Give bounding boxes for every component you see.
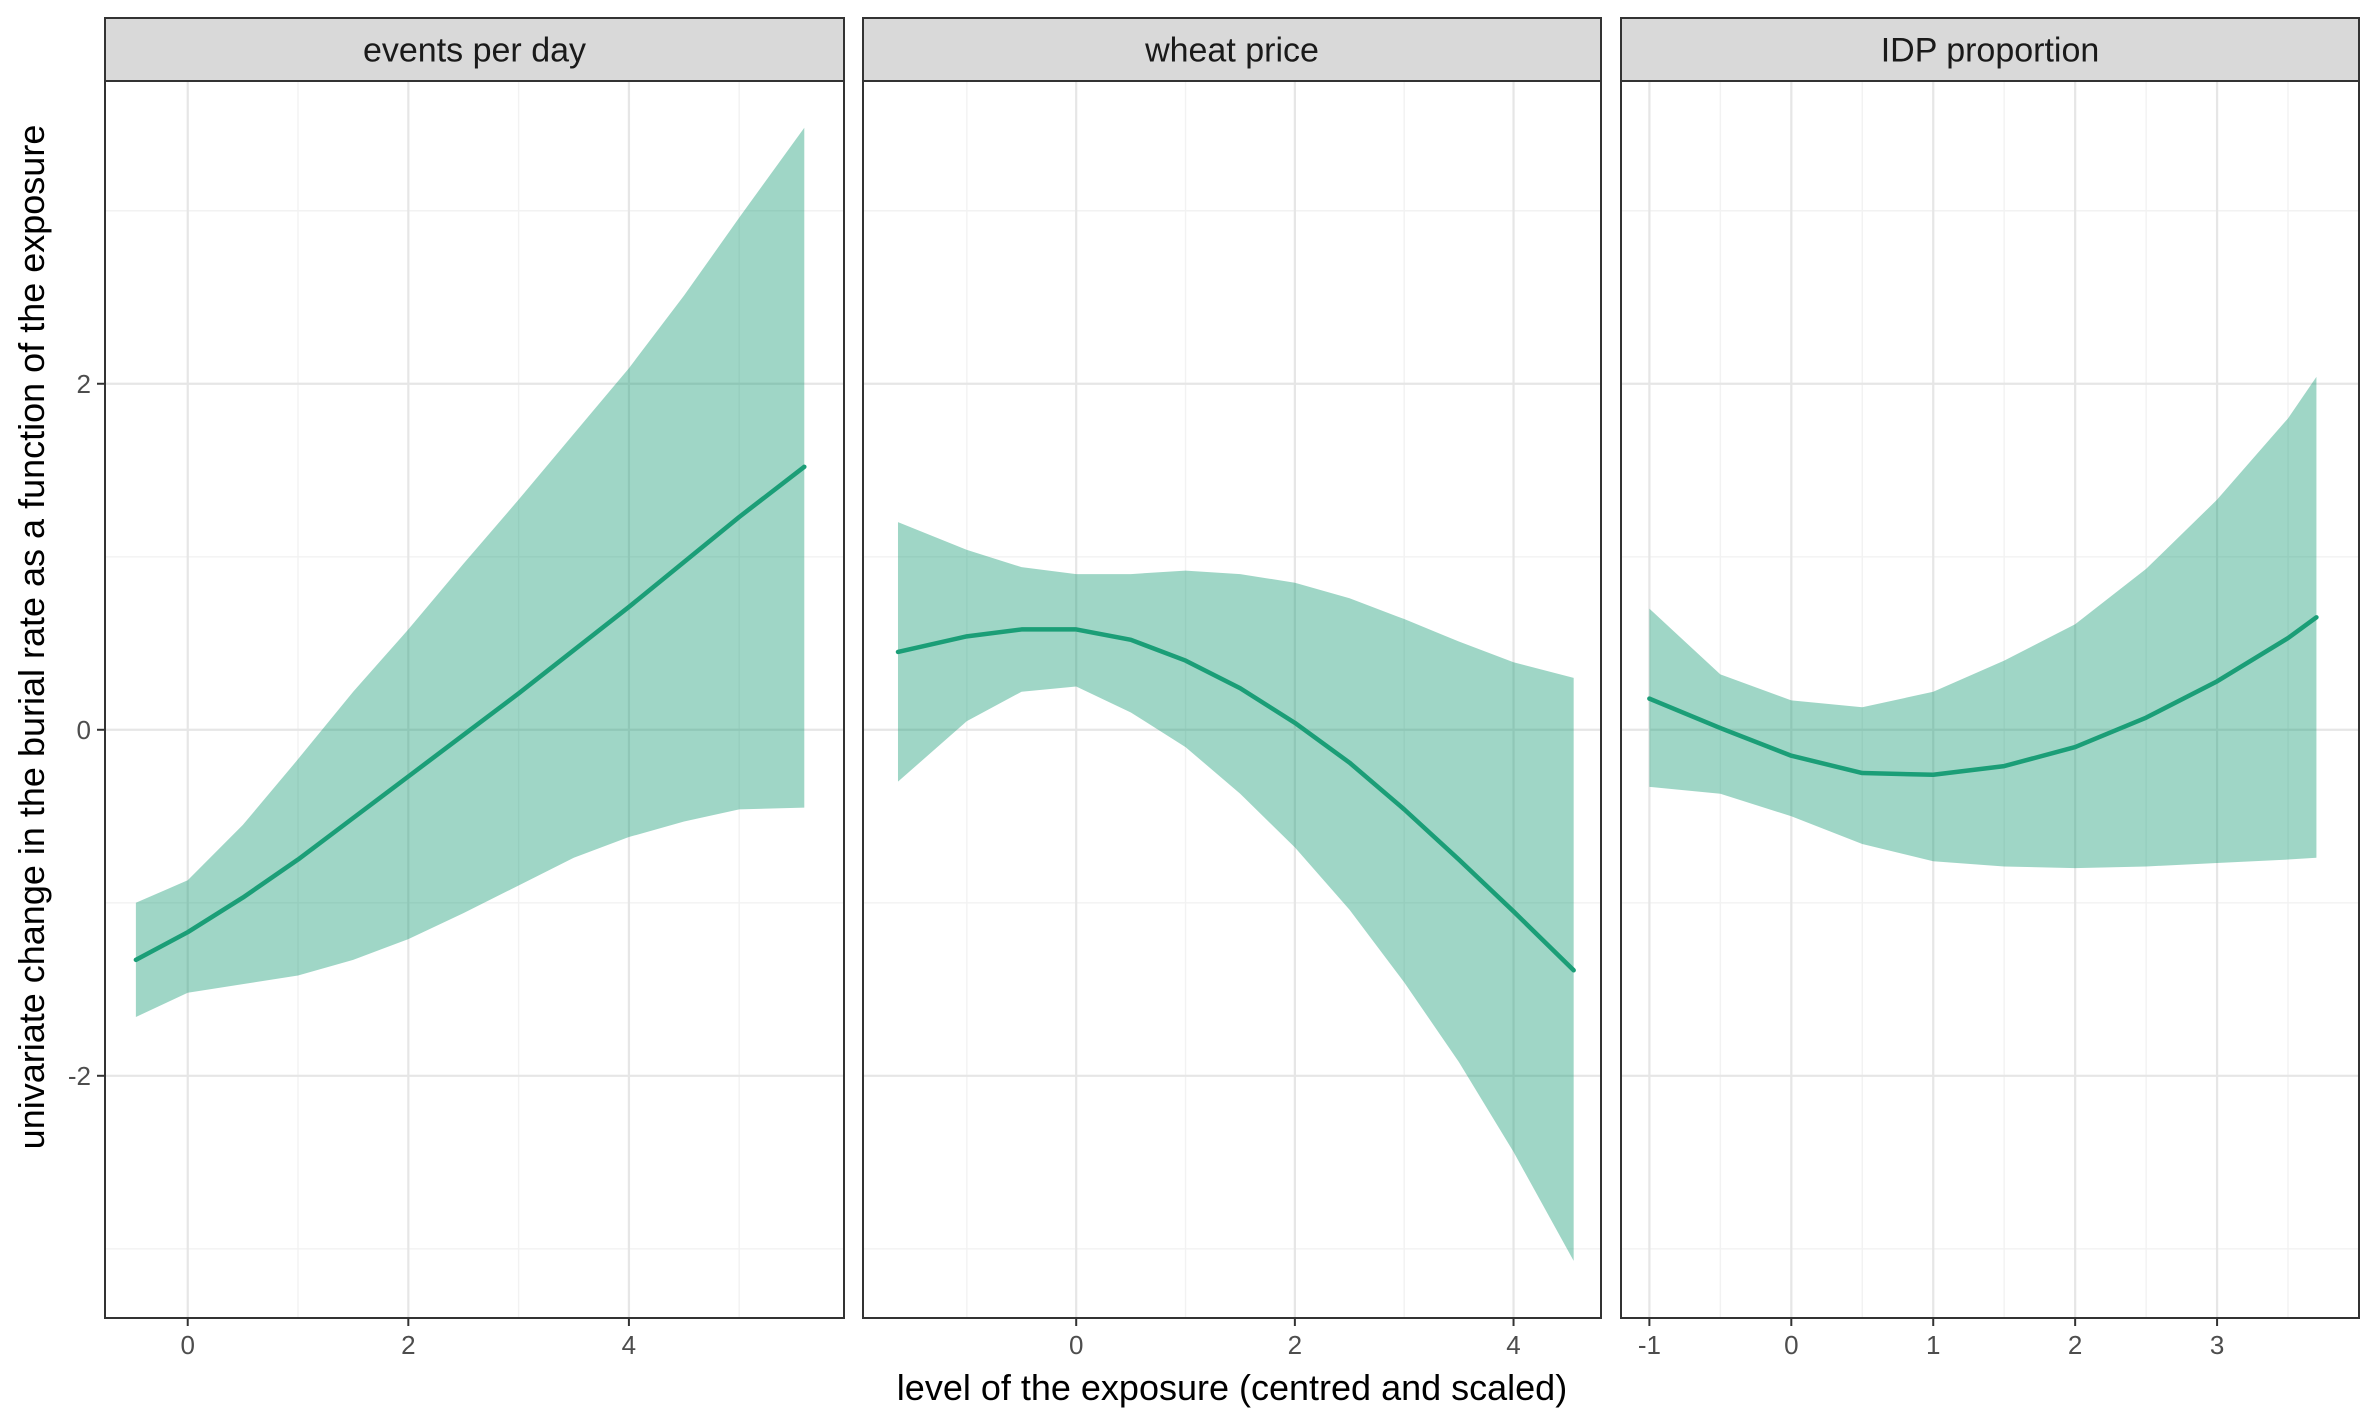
facet-title: wheat price [1144,32,1319,70]
facet-strip [862,17,1602,82]
facet-strip [1620,17,2360,82]
facet-title: events per day [363,32,586,70]
panel-background [863,81,1601,1318]
x-tick-label: 3 [2210,1330,2224,1360]
x-tick-label: 2 [401,1330,415,1360]
panel-border [1620,80,2360,1319]
facet-panel-1: events per day 0 2 4 -2 0 2 [68,17,845,1360]
y-tick-label: 2 [77,369,91,399]
fitted-line [895,627,1576,973]
x-axis-title: level of the exposure (centred and scale… [897,1367,1567,1408]
confidence-band [135,127,805,1017]
x-tick-label: 4 [1506,1330,1520,1360]
x-tick-label: 0 [180,1330,194,1360]
x-tick-label: 0 [1069,1330,1083,1360]
x-tick-label: 2 [1288,1330,1302,1360]
confidence-band [1649,376,2317,869]
x-tick-label: 1 [1926,1330,1940,1360]
x-tick-label: 0 [1784,1330,1798,1360]
x-tick-label: -1 [1638,1330,1661,1360]
y-tick-label: 0 [77,715,91,745]
panel-background [105,81,844,1318]
panel-border [862,80,1602,1319]
facet-strip [104,17,845,82]
y-tick-label: -2 [68,1061,91,1091]
x-tick-label: 4 [622,1330,636,1360]
confidence-band [897,522,1574,1261]
facet-panel-3: IDP proportion -1 0 1 2 3 [1620,17,2360,1360]
facet-panel-2: wheat price 0 2 4 [862,17,1602,1360]
x-tick-label: 2 [2068,1330,2082,1360]
facet-title: IDP proportion [1881,32,2100,70]
panel-border [104,80,845,1319]
y-axis-title: univariate change in the burial rate as … [11,125,52,1150]
panels: events per day 0 2 4 -2 0 2 wheat price 0 2 4 IDP p… [68,17,2360,1360]
fitted-line [133,464,807,963]
panel-background [1621,81,2359,1318]
fitted-line [1647,615,2319,778]
